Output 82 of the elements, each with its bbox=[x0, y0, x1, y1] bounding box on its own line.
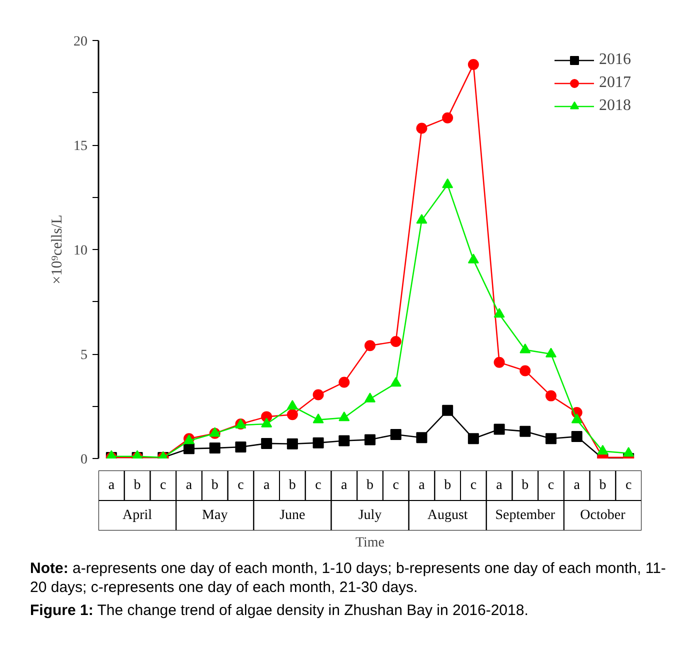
x-tick-label: b bbox=[444, 478, 452, 493]
point bbox=[597, 444, 608, 455]
y-tick-label: 15 bbox=[74, 139, 88, 154]
x-tick-label: c bbox=[625, 478, 632, 493]
x-tick-label: a bbox=[108, 478, 116, 493]
x-tick-label: b bbox=[599, 478, 606, 493]
point bbox=[442, 178, 454, 188]
x-tick-label: b bbox=[288, 478, 296, 493]
point bbox=[623, 447, 634, 457]
point bbox=[416, 432, 428, 444]
point bbox=[520, 426, 531, 437]
legend-label: 2018 bbox=[599, 97, 631, 115]
point bbox=[286, 409, 298, 420]
point bbox=[338, 435, 350, 446]
point bbox=[338, 376, 350, 388]
x-tick-label: b bbox=[134, 478, 141, 493]
point bbox=[286, 438, 298, 450]
x-tick-label: a bbox=[496, 478, 504, 493]
x-tick-label: c bbox=[160, 478, 166, 493]
point bbox=[494, 356, 505, 368]
x-tick-label: b bbox=[366, 478, 374, 493]
y-tick-label: 20 bbox=[74, 34, 88, 50]
point bbox=[416, 214, 428, 224]
text: April bbox=[122, 508, 152, 523]
x-tick-label: a bbox=[186, 478, 193, 493]
point bbox=[235, 442, 246, 453]
legend-label: 2016 bbox=[599, 51, 631, 69]
point bbox=[312, 414, 324, 424]
y-tick-label: 5 bbox=[80, 348, 88, 363]
x-tick-label: b bbox=[211, 478, 218, 493]
point bbox=[364, 392, 376, 402]
point bbox=[390, 376, 402, 387]
x-axis-title: Time bbox=[355, 536, 385, 550]
x-tick-label: c bbox=[315, 478, 322, 493]
point bbox=[546, 348, 556, 358]
point bbox=[390, 336, 402, 347]
point bbox=[390, 428, 402, 440]
point bbox=[184, 443, 194, 454]
point bbox=[468, 433, 479, 444]
point bbox=[364, 434, 376, 446]
point bbox=[494, 424, 505, 435]
point bbox=[261, 438, 272, 449]
point bbox=[442, 112, 454, 124]
point bbox=[312, 437, 324, 448]
x-tick-label: a bbox=[341, 478, 348, 493]
point bbox=[571, 431, 582, 442]
point bbox=[520, 344, 531, 354]
x-tick-label: c bbox=[470, 478, 477, 493]
point bbox=[520, 365, 531, 376]
x-tick-label: a bbox=[418, 478, 426, 493]
point bbox=[546, 433, 556, 444]
x-tick-label: a bbox=[574, 478, 581, 493]
point bbox=[468, 59, 479, 70]
y-axis-title: ×10⁹cells/L bbox=[50, 214, 66, 284]
point bbox=[312, 389, 324, 400]
caption: Figure 1: The change trend of algae density in Zhushan Bay in 2016-2018. bbox=[30, 602, 528, 620]
x-tick-label: c bbox=[548, 478, 554, 493]
legend-label: 2017 bbox=[599, 74, 631, 92]
point bbox=[571, 414, 582, 424]
point bbox=[546, 390, 556, 402]
text: Note: a-represents one day of each month, 1-10 days; b-represents one day of each month, 11-20 days; c-represents one day of each month, 21-30 days. bbox=[30, 560, 667, 598]
point bbox=[209, 442, 220, 454]
point bbox=[468, 254, 479, 264]
x-tick-label: a bbox=[263, 478, 270, 493]
text: June bbox=[280, 508, 306, 523]
point bbox=[442, 404, 454, 416]
point bbox=[261, 418, 272, 428]
text: October bbox=[580, 508, 626, 523]
text: July bbox=[358, 508, 382, 523]
x-tick-label: b bbox=[522, 478, 529, 493]
point bbox=[364, 340, 376, 352]
point bbox=[286, 400, 298, 410]
point bbox=[338, 411, 350, 422]
text: September bbox=[495, 508, 556, 523]
y-tick-label: 10 bbox=[74, 244, 88, 258]
point bbox=[494, 308, 505, 318]
x-tick-label: c bbox=[392, 478, 399, 493]
x-tick-label: c bbox=[238, 478, 244, 493]
text: May bbox=[202, 508, 228, 523]
point bbox=[416, 122, 428, 134]
text: August bbox=[427, 508, 468, 523]
y-tick-label: 0 bbox=[80, 452, 88, 468]
